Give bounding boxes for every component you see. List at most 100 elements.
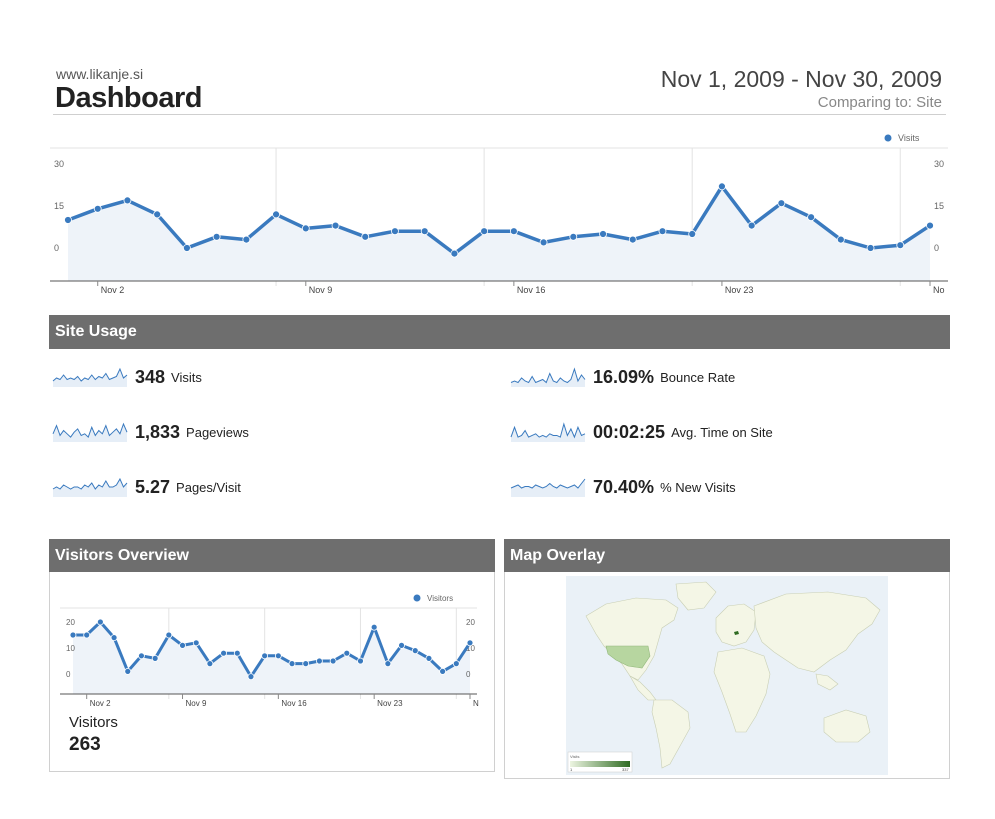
area-fill — [68, 186, 930, 281]
y-tick-label-right: 10 — [466, 644, 475, 653]
land-asia — [753, 591, 881, 673]
metric-label: Avg. Time on Site — [671, 424, 773, 440]
sparkline-line — [510, 478, 586, 489]
metric-avg-time-on-site[interactable]: 00:02:25 Avg. Time on Site — [510, 417, 773, 447]
map-legend-scale — [570, 761, 630, 767]
metric-pageviews[interactable]: 1,833 Pageviews — [52, 417, 249, 447]
data-point — [261, 652, 269, 660]
sparkline — [52, 422, 128, 442]
sparkline — [52, 477, 128, 497]
data-point — [331, 221, 340, 230]
data-point — [69, 631, 77, 639]
data-point — [384, 660, 392, 667]
sparkline-line — [510, 367, 586, 384]
sparkline — [510, 367, 586, 387]
metric-label: Visits — [171, 369, 202, 385]
x-tick-label: Nov 2 — [101, 285, 125, 295]
data-point — [777, 199, 786, 208]
sparkline-line — [510, 422, 586, 439]
data-point — [658, 227, 667, 236]
metric-bounce-rate[interactable]: 16.09% Bounce Rate — [510, 362, 735, 392]
data-point — [233, 649, 241, 657]
data-point — [425, 655, 433, 662]
sparkline-area — [511, 479, 585, 497]
data-point — [439, 668, 447, 675]
land-southeast-asia — [815, 673, 839, 691]
data-point — [357, 657, 364, 665]
metric-visits[interactable]: 348 Visits — [52, 362, 202, 392]
data-point — [370, 623, 378, 631]
data-point — [165, 631, 173, 639]
data-point — [836, 235, 845, 244]
data-point — [480, 227, 489, 236]
data-point — [628, 235, 637, 244]
sparkline — [52, 367, 128, 387]
y-tick-label-right: 30 — [934, 159, 944, 169]
metric-new-visits[interactable]: 70.40% % New Visits — [510, 472, 736, 502]
sparkline-line — [52, 477, 128, 490]
metric-label: Bounce Rate — [660, 369, 736, 385]
land-africa — [713, 647, 771, 733]
metric-label: Pages/Visit — [176, 479, 241, 495]
data-point — [866, 244, 875, 252]
data-point — [466, 639, 474, 647]
metric-value: 5.27 — [135, 476, 171, 497]
data-point — [64, 216, 72, 224]
map-overlay-header[interactable]: Map Overlay — [504, 539, 950, 572]
data-point — [192, 639, 200, 647]
sparkline-line — [52, 367, 128, 382]
y-tick-label: 10 — [66, 644, 75, 653]
x-tick-label: Nov 16 — [517, 285, 546, 295]
data-point — [96, 618, 104, 626]
data-point — [301, 224, 310, 233]
map-overlay-panel — [504, 572, 950, 779]
data-point — [302, 660, 310, 667]
visits-chart[interactable]: 30 30 15 15 0 0 Nov 2 Nov 9 Nov 16 Nov 23 No Visits — [50, 130, 948, 300]
data-point — [110, 634, 118, 641]
legend-marker — [884, 134, 892, 142]
map-legend: Visits 1 337 — [567, 751, 633, 773]
metric-pages-visit[interactable]: 5.27 Pages/Visit — [52, 472, 241, 502]
data-point — [599, 230, 607, 238]
site-url: www.likanje.si — [56, 66, 144, 82]
data-point — [316, 657, 323, 665]
visitors-chart[interactable]: 20 20 10 10 0 0 Nov 2 Nov 9 Nov 16 Nov 23 N Visitor… — [60, 588, 480, 708]
world-map[interactable]: Visits 1 337 — [566, 576, 888, 775]
data-point — [242, 235, 251, 244]
data-point — [153, 210, 162, 219]
data-point — [539, 238, 548, 247]
land-greenland — [675, 581, 717, 611]
data-point — [420, 227, 429, 236]
metric-value: 1,833 — [135, 421, 181, 442]
data-point — [151, 655, 159, 662]
metric-label: % New Visits — [660, 479, 736, 495]
land-australia — [823, 709, 871, 743]
y-tick-label: 0 — [54, 243, 59, 253]
legend-marker — [413, 594, 421, 602]
date-range-selector[interactable]: Nov 1, 2009 - Nov 30, 2009 — [660, 66, 942, 92]
legend-label: Visitors — [427, 594, 453, 603]
data-point — [452, 660, 460, 667]
metric-value: 00:02:25 — [593, 421, 666, 442]
visitors-stat-label: Visitors — [69, 714, 118, 731]
data-point — [688, 230, 697, 238]
map-legend-min: 1 — [570, 767, 573, 772]
metric-label: Pageviews — [186, 424, 249, 440]
sparkline — [510, 478, 586, 497]
land-europe — [715, 603, 757, 647]
x-tick-label: Nov 23 — [725, 285, 754, 295]
data-point — [124, 668, 132, 675]
comparing-to[interactable]: Comparing to: Site — [817, 94, 942, 111]
data-point — [93, 204, 102, 213]
series-line — [67, 184, 931, 256]
data-point — [329, 657, 337, 665]
y-tick-label-right: 0 — [466, 670, 471, 679]
data-point — [896, 241, 905, 250]
sparkline — [510, 422, 586, 442]
x-tick-label: Nov 9 — [186, 699, 207, 708]
map-highlight-slovenia — [734, 631, 739, 635]
data-point — [807, 213, 816, 222]
visitors-overview-header[interactable]: Visitors Overview — [49, 539, 495, 572]
data-point — [288, 660, 296, 667]
data-point — [926, 221, 934, 230]
